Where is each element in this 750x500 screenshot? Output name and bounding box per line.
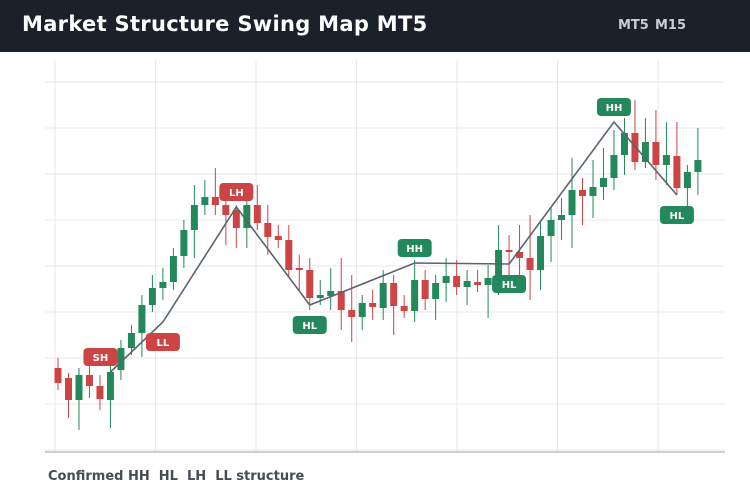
swing-badge: SH bbox=[83, 348, 118, 366]
swing-badge: LL bbox=[145, 333, 180, 351]
badge-box bbox=[492, 275, 527, 293]
candle-body bbox=[673, 156, 681, 188]
candle-body bbox=[610, 155, 618, 178]
candle-body bbox=[641, 142, 649, 162]
candle-body bbox=[599, 178, 607, 187]
candle-body bbox=[390, 283, 398, 306]
candle-body bbox=[75, 375, 83, 400]
app-title: Market Structure Swing Map MT5 bbox=[22, 12, 428, 36]
candle-body bbox=[274, 236, 282, 240]
candle-body bbox=[159, 282, 167, 288]
candle-body bbox=[683, 172, 691, 188]
candle-body bbox=[516, 252, 524, 258]
candle-body bbox=[579, 190, 586, 196]
swing-badge: HH bbox=[596, 98, 631, 116]
candle-body bbox=[547, 220, 555, 236]
platform-tag: MT5 bbox=[618, 18, 649, 33]
candle-body bbox=[127, 333, 135, 348]
swing-line bbox=[109, 120, 678, 373]
candle-body bbox=[421, 280, 429, 299]
badge-box bbox=[83, 348, 118, 366]
candle-body bbox=[169, 256, 177, 282]
candle-body bbox=[620, 133, 628, 155]
chart: SH LL LH HL HH HL HH HL bbox=[45, 60, 725, 453]
badge-label: HL bbox=[302, 321, 317, 332]
candle-body bbox=[379, 283, 387, 308]
candle-body bbox=[117, 348, 125, 370]
candle-body bbox=[54, 368, 62, 383]
candle-body bbox=[526, 258, 534, 270]
candle-body bbox=[453, 276, 461, 287]
candle-body bbox=[411, 280, 419, 311]
candle-body bbox=[253, 205, 261, 223]
candle-body bbox=[474, 282, 482, 285]
badge-label: HL bbox=[670, 211, 685, 222]
candle-body bbox=[285, 240, 293, 270]
candle-body bbox=[442, 276, 450, 283]
candle-body bbox=[96, 386, 104, 399]
candle-body bbox=[64, 378, 72, 400]
candle-body bbox=[316, 295, 324, 298]
candle-body bbox=[348, 310, 356, 317]
badge-label: SH bbox=[93, 353, 109, 364]
candle-body bbox=[358, 303, 366, 317]
candle-body bbox=[190, 205, 198, 230]
badge-box bbox=[659, 206, 694, 224]
candle-body bbox=[463, 281, 471, 287]
badge-box bbox=[219, 183, 254, 201]
swing-badge: HL bbox=[292, 316, 327, 334]
candle-body bbox=[327, 291, 335, 296]
badge-label: LH bbox=[229, 188, 244, 199]
badge-box bbox=[145, 333, 180, 351]
candle-body bbox=[400, 306, 408, 311]
candle-body bbox=[295, 268, 303, 270]
candle-body bbox=[484, 278, 492, 285]
candle-body bbox=[505, 250, 513, 252]
candle-body bbox=[662, 155, 670, 165]
candle-body bbox=[243, 205, 251, 228]
badge-label: HH bbox=[406, 244, 423, 255]
candle-body bbox=[589, 187, 597, 196]
candle-body bbox=[568, 190, 576, 215]
candle-body bbox=[306, 270, 314, 298]
candle-body bbox=[232, 210, 240, 228]
candle-body bbox=[264, 223, 272, 237]
candle-body bbox=[201, 197, 209, 205]
candle-body bbox=[652, 142, 660, 165]
badge-box bbox=[397, 239, 432, 257]
swing-badge: HH bbox=[397, 239, 432, 257]
candle-body bbox=[369, 303, 377, 307]
swing-badge: HL bbox=[659, 206, 694, 224]
candle-body bbox=[337, 291, 345, 310]
candle-body bbox=[148, 288, 156, 305]
candle-body bbox=[85, 375, 93, 386]
candle-body bbox=[106, 372, 114, 400]
badge-label: HH bbox=[606, 103, 623, 114]
badge-box bbox=[596, 98, 631, 116]
swing-badge: LH bbox=[219, 183, 254, 201]
swing-badge: HL bbox=[492, 275, 527, 293]
badge-label: LL bbox=[157, 338, 170, 349]
candle-body bbox=[432, 283, 440, 299]
candle-body bbox=[558, 215, 566, 220]
header-bar: Market Structure Swing Map MT5 MT5 M15 bbox=[0, 0, 750, 52]
footer-caption: Confirmed HH HL LH LL structure bbox=[48, 469, 305, 484]
candle-body bbox=[180, 230, 188, 256]
candle-body bbox=[495, 250, 503, 280]
candle-body bbox=[537, 236, 545, 270]
candle-body bbox=[222, 205, 230, 215]
candle-body bbox=[211, 197, 219, 205]
badge-label: HL bbox=[502, 280, 517, 291]
timeframe-tag[interactable]: M15 bbox=[655, 18, 687, 33]
candle-body bbox=[694, 160, 702, 172]
candle-body bbox=[138, 305, 146, 333]
badge-box bbox=[292, 316, 327, 334]
